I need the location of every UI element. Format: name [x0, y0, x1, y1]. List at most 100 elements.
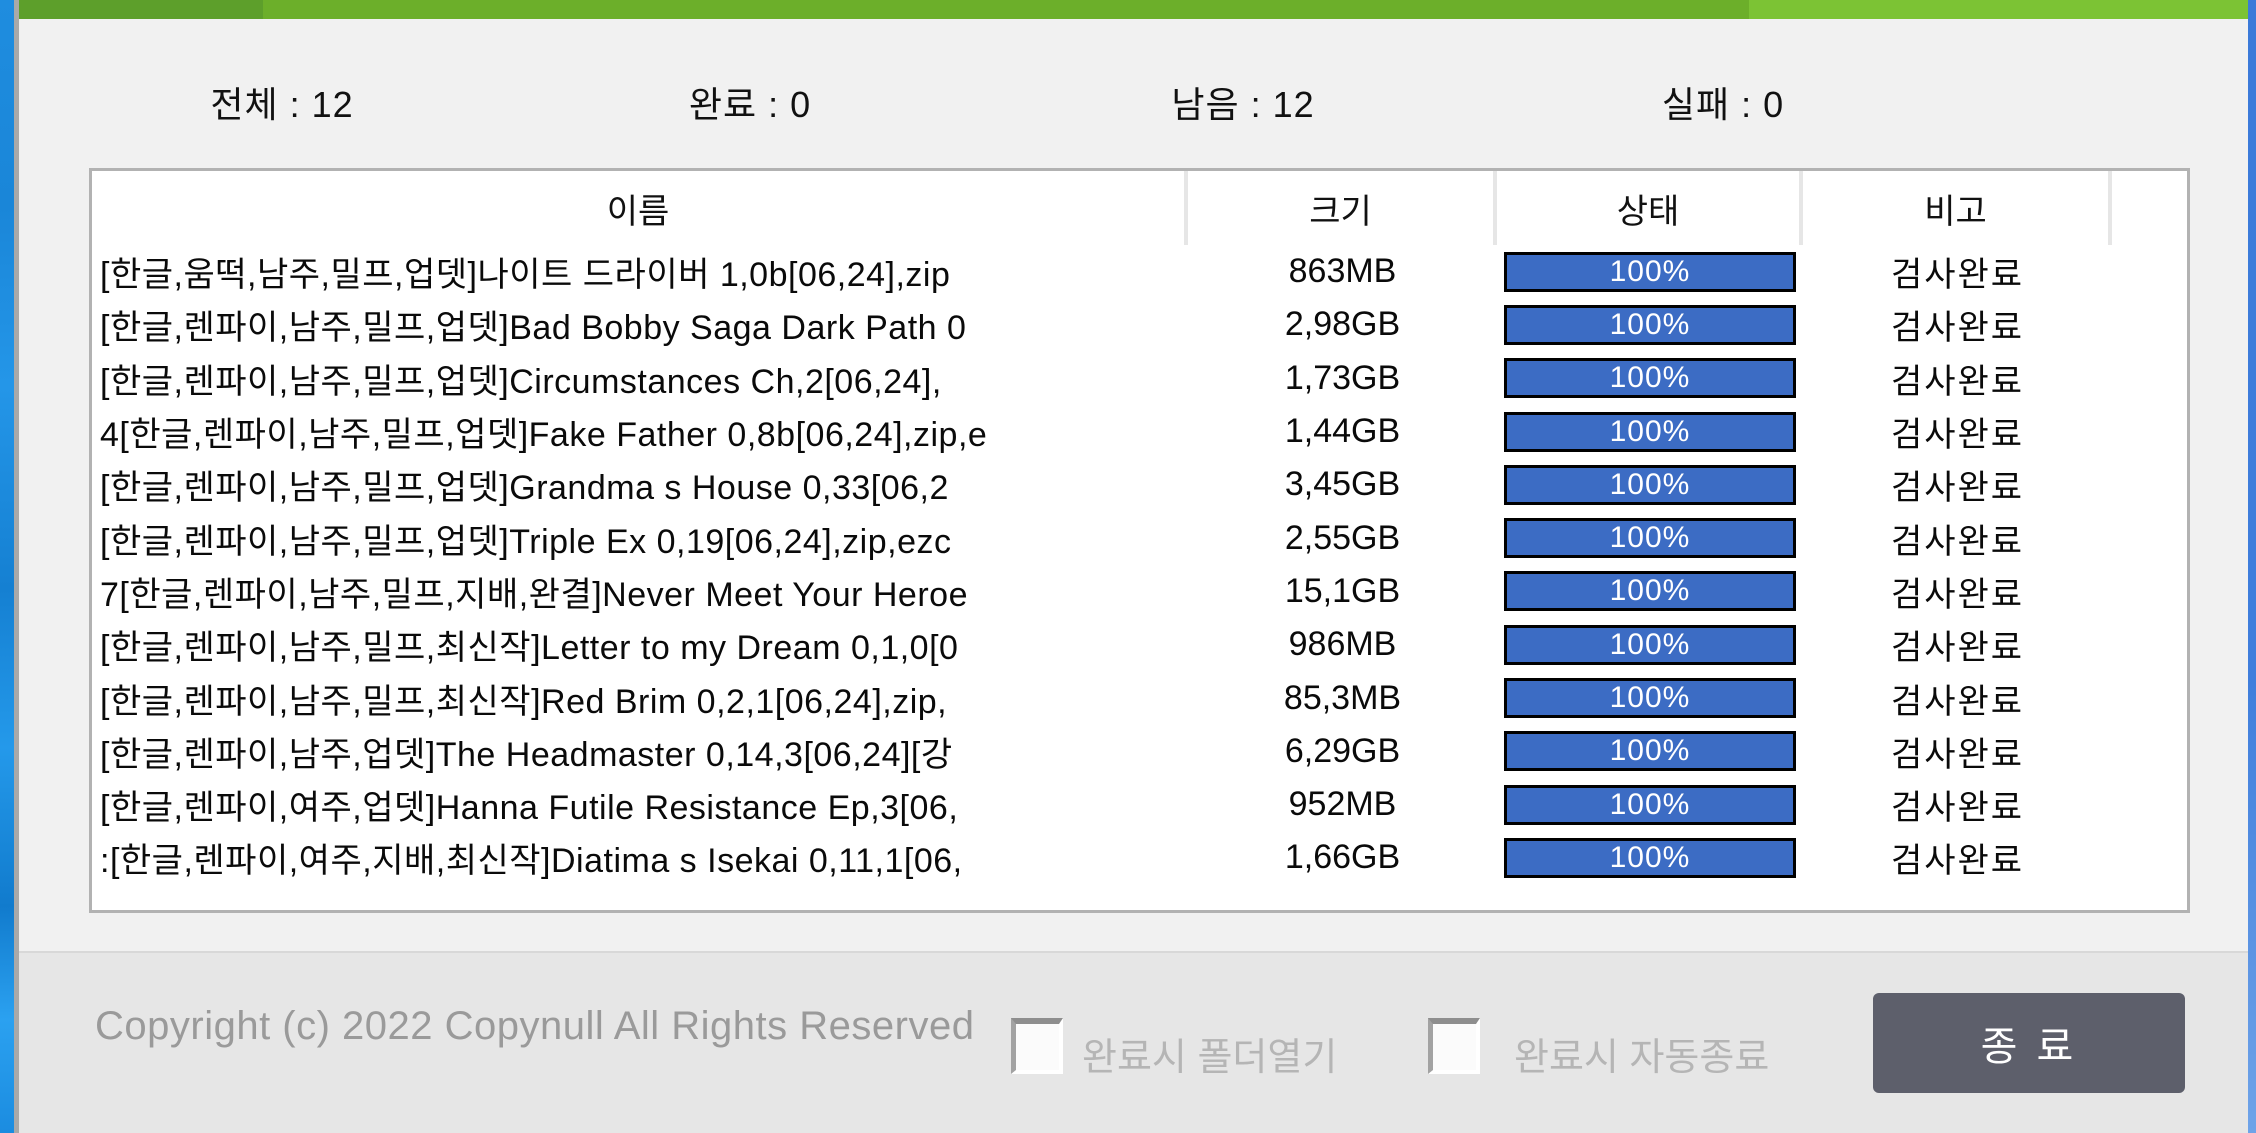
progress-bar-label: 100%: [1609, 467, 1691, 501]
file-size-cell: 863MB: [1288, 252, 1397, 291]
download-checker-window: 전체 : 12 완료 : 0 남음 : 12 실패 : 0 이름 크기 상태 비…: [14, 0, 2248, 1133]
file-status-cell: 100%: [1497, 464, 1803, 505]
table-row[interactable]: [한글,렌파이,남주,밀프,업뎃]Bad Bobby Saga Dark Pat…: [92, 298, 2187, 351]
close-button[interactable]: 종 료: [1873, 993, 2185, 1093]
file-list-header: 이름 크기 상태 비고: [92, 171, 2187, 245]
file-remark-cell: 검사완료: [1890, 256, 2025, 295]
progress-bar: 100%: [1504, 411, 1796, 452]
file-remark-cell: 검사완료: [1890, 575, 2025, 614]
table-row[interactable]: [한글,렌파이,남주,밀프,업뎃]Circumstances Ch,2[06,2…: [92, 352, 2187, 405]
column-header-status[interactable]: 상태: [1497, 171, 1803, 245]
column-header-size[interactable]: 크기: [1188, 171, 1497, 245]
progress-bar-fill: [1507, 840, 1793, 875]
file-size-cell: 2,55GB: [1284, 518, 1401, 557]
file-size-cell: 1,44GB: [1284, 412, 1401, 451]
progress-bar: 100%: [1504, 518, 1796, 559]
column-header-remark[interactable]: 비고: [1803, 171, 2112, 245]
progress-bar-fill: [1507, 681, 1793, 716]
file-name-cell: [한글,렌파이,남주,밀프,업뎃]Circumstances Ch,2[06,2…: [100, 362, 942, 401]
table-row[interactable]: [한글,렌파이,남주,밀프,업뎃]Triple Ex 0,19[06,24],z…: [92, 511, 2187, 564]
file-remark-cell: 검사완료: [1890, 629, 2025, 668]
progress-bar-label: 100%: [1609, 521, 1691, 555]
file-status-cell: 100%: [1497, 251, 1803, 292]
file-size-cell: 2,98GB: [1284, 305, 1401, 344]
file-list-rows: [한글,움떡,남주,밀프,업뎃]나이트 드라이버 1,0b[06,24],zip…: [92, 245, 2187, 885]
file-name-cell: [한글,움떡,남주,밀프,업뎃]나이트 드라이버 1,0b[06,24],zip: [100, 256, 951, 295]
file-name-cell: :[한글,렌파이,여주,지배,최신작]Diatima s Isekai 0,11…: [100, 842, 963, 881]
auto-close-checkbox[interactable]: [1428, 1018, 1480, 1074]
file-remark-cell: 검사완료: [1890, 842, 2025, 881]
file-status-cell: 100%: [1497, 571, 1803, 612]
file-remark-cell: 검사완료: [1890, 789, 2025, 828]
stats-row: 전체 : 12 완료 : 0 남음 : 12 실패 : 0: [19, 76, 2248, 125]
progress-bar-fill: [1507, 467, 1793, 502]
progress-bar-fill: [1507, 574, 1793, 609]
copyright-text: Copyright (c) 2022 Copynull All Rights R…: [95, 1004, 975, 1048]
desktop-wallpaper-left-strip: [0, 0, 14, 1133]
progress-bar-label: 100%: [1609, 840, 1691, 874]
table-row[interactable]: [한글,렌파이,남주,업뎃]The Headmaster 0,14,3[06,2…: [92, 725, 2187, 778]
column-header-spacer: [2112, 171, 2187, 245]
progress-bar: 100%: [1504, 678, 1796, 719]
table-row[interactable]: [한글,움떡,남주,밀프,업뎃]나이트 드라이버 1,0b[06,24],zip…: [92, 245, 2187, 298]
file-status-cell: 100%: [1497, 411, 1803, 452]
file-name-cell: [한글,렌파이,남주,밀프,업뎃]Grandma s House 0,33[06…: [100, 469, 949, 508]
file-size-cell: 15,1GB: [1284, 571, 1401, 610]
desktop-wallpaper-right-strip: [2248, 0, 2256, 1133]
progress-bar: 100%: [1504, 624, 1796, 665]
progress-bar: 100%: [1504, 731, 1796, 772]
progress-bar-label: 100%: [1609, 307, 1691, 341]
progress-bar-fill: [1507, 361, 1793, 396]
file-name-cell: [한글,렌파이,남주,업뎃]The Headmaster 0,14,3[06,2…: [100, 735, 953, 774]
table-row[interactable]: :[한글,렌파이,여주,지배,최신작]Diatima s Isekai 0,11…: [92, 831, 2187, 884]
progress-bar-fill: [1507, 627, 1793, 662]
file-size-cell: 986MB: [1288, 625, 1397, 664]
file-size-cell: 1,66GB: [1284, 838, 1401, 877]
file-name-cell: [한글,렌파이,남주,밀프,최신작]Red Brim 0,2,1[06,24],…: [100, 682, 948, 721]
progress-bar: 100%: [1504, 358, 1796, 399]
column-header-name[interactable]: 이름: [92, 171, 1188, 245]
window-title-bar: [19, 0, 2248, 19]
file-list: 이름 크기 상태 비고 [한글,움떡,남주,밀프,업뎃]나이트 드라이버 1,0…: [89, 168, 2190, 913]
file-status-cell: 100%: [1497, 837, 1803, 878]
file-size-cell: 85,3MB: [1283, 678, 1402, 717]
progress-bar-fill: [1507, 734, 1793, 769]
file-status-cell: 100%: [1497, 624, 1803, 665]
file-status-cell: 100%: [1497, 678, 1803, 719]
progress-bar-fill: [1507, 787, 1793, 822]
file-remark-cell: 검사완료: [1890, 416, 2025, 455]
stat-completed: 완료 : 0: [688, 84, 812, 125]
progress-bar: 100%: [1504, 571, 1796, 612]
file-size-cell: 6,29GB: [1284, 731, 1401, 770]
file-remark-cell: 검사완료: [1890, 469, 2025, 508]
progress-bar-label: 100%: [1609, 574, 1691, 608]
file-name-cell: 4[한글,렌파이,남주,밀프,업뎃]Fake Father 0,8b[06,24…: [100, 416, 988, 455]
open-folder-checkbox[interactable]: [1011, 1018, 1063, 1074]
progress-bar: 100%: [1504, 304, 1796, 345]
table-row[interactable]: [한글,렌파이,여주,업뎃]Hanna Futile Resistance Ep…: [92, 778, 2187, 831]
file-name-cell: 7[한글,렌파이,남주,밀프,지배,완결]Never Meet Your Her…: [100, 575, 968, 614]
progress-bar: 100%: [1504, 464, 1796, 505]
file-remark-cell: 검사완료: [1890, 522, 2025, 561]
file-status-cell: 100%: [1497, 518, 1803, 559]
auto-close-checkbox-label[interactable]: 완료시 자동종료: [1514, 1037, 1770, 1079]
file-name-cell: [한글,렌파이,남주,밀프,최신작]Letter to my Dream 0,1…: [100, 629, 959, 668]
progress-bar: 100%: [1504, 784, 1796, 825]
file-size-cell: 3,45GB: [1284, 465, 1401, 504]
progress-bar: 100%: [1504, 837, 1796, 878]
file-size-cell: 952MB: [1288, 785, 1397, 824]
stat-remaining: 남음 : 12: [1171, 84, 1315, 125]
table-row[interactable]: [한글,렌파이,남주,밀프,최신작]Red Brim 0,2,1[06,24],…: [92, 671, 2187, 724]
open-folder-checkbox-label[interactable]: 완료시 폴더열기: [1082, 1037, 1338, 1079]
table-row[interactable]: [한글,렌파이,남주,밀프,최신작]Letter to my Dream 0,1…: [92, 618, 2187, 671]
table-row[interactable]: [한글,렌파이,남주,밀프,업뎃]Grandma s House 0,33[06…: [92, 458, 2187, 511]
stat-total: 전체 : 12: [210, 84, 354, 125]
table-row[interactable]: 4[한글,렌파이,남주,밀프,업뎃]Fake Father 0,8b[06,24…: [92, 405, 2187, 458]
file-remark-cell: 검사완료: [1890, 362, 2025, 401]
table-row[interactable]: 7[한글,렌파이,남주,밀프,지배,완결]Never Meet Your Her…: [92, 565, 2187, 618]
file-remark-cell: 검사완료: [1890, 735, 2025, 774]
progress-bar-label: 100%: [1609, 361, 1691, 395]
progress-bar: 100%: [1504, 251, 1796, 292]
stat-failed: 실패 : 0: [1661, 84, 1785, 125]
